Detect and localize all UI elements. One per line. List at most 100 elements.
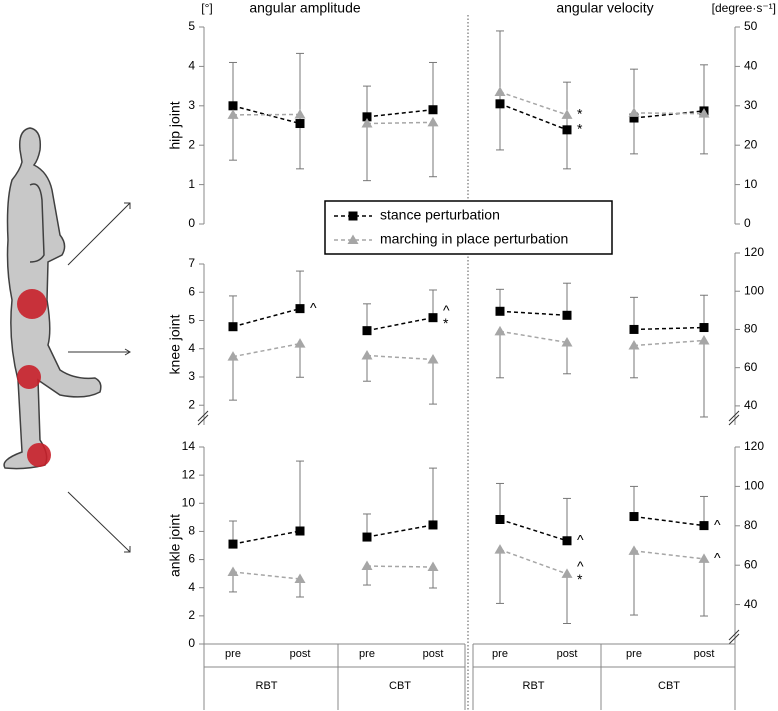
y-tick-label: 5 [188,19,195,33]
series-line [633,515,705,527]
marker-triangle [494,86,506,97]
series-line [366,108,434,118]
y-tick-label: 5 [188,313,195,327]
marker-triangle [698,553,710,563]
y-tick-label: 3 [188,369,195,383]
legend-box [324,200,613,255]
y-tick-label: 100 [744,479,764,493]
annotation: ^ [714,516,721,532]
y-tick-label: 14 [182,439,196,453]
y-tick-label: 20 [744,137,758,151]
marker-triangle [294,108,306,119]
y-tick-label: 4 [188,59,195,73]
series-line [366,354,434,361]
y-tick-label: 10 [182,495,196,509]
x-tick-label: post [694,648,715,660]
y-tick-label: 6 [188,552,195,566]
marker-triangle [347,234,359,244]
marker-square [228,539,238,549]
legend-label: marching in place perturbation [380,231,568,247]
marker-triangle [698,335,710,345]
x-tick-label: pre [225,648,241,660]
marker-square [562,125,572,135]
marker-triangle [698,108,710,118]
marker-square [228,101,238,111]
marker-triangle [427,116,439,127]
y-tick-label: 2 [188,608,195,622]
annotation: * [443,315,449,331]
group-label: CBT [658,680,680,692]
annotation: ^ [577,558,584,574]
y-tick-label: 80 [744,518,758,532]
x-tick-label: post [557,648,578,660]
x-tick-label: pre [492,648,508,660]
series-line [633,339,705,347]
x-tick-label: pre [359,648,375,660]
marker-square [362,532,372,542]
marker-triangle [561,568,573,578]
annotation: * [577,121,583,137]
y-tick-label: 10 [744,177,758,191]
marker-square [348,211,358,221]
y-tick-label: 8 [188,524,195,538]
marker-square [562,310,572,320]
series-line [232,571,301,580]
marker-triangle [628,545,640,555]
arrow [68,348,131,356]
marker-square [629,324,639,334]
y-tick-label: 40 [744,398,758,412]
series-line [499,103,568,131]
group-label: RBT [523,680,545,692]
y-tick-label: 2 [188,397,195,411]
series-line [499,548,568,575]
y-tick-label: 4 [188,580,195,594]
marker-square [495,99,505,109]
marker-square [295,119,305,129]
y-tick-label: 7 [188,256,195,270]
series-line [366,316,434,332]
axis-break [197,414,209,426]
marker-square [295,526,305,536]
marker-triangle [628,107,640,117]
y-tick-label: 0 [744,216,751,230]
ankle-marker [27,443,51,467]
marker-square [699,323,709,333]
group-label: RBT [256,680,278,692]
y-tick-label: 30 [744,98,758,112]
series-line [499,518,568,542]
series-line [366,565,434,568]
axis-break [728,629,740,641]
annotation: ^ [443,302,450,318]
arm [29,183,45,263]
marker-triangle [494,544,506,554]
marker-square [495,306,505,316]
marker-triangle [494,325,506,336]
y-tick-label: 50 [744,19,758,33]
series-line [633,112,705,115]
row-label: hip joint [167,101,183,149]
unit-label: [°] [201,1,212,15]
arrow [67,202,131,266]
series-line [232,342,301,358]
annotation: * [577,106,583,122]
y-tick-label: 6 [188,284,195,298]
y-tick-label: 4 [188,341,195,355]
marker-square [362,326,372,336]
marker-triangle [361,118,373,128]
group-label: CBT [389,680,411,692]
marker-triangle [227,566,239,576]
series-line [366,524,434,538]
knee-marker [17,365,41,389]
axis-break [728,414,740,426]
y-tick-label: 120 [744,245,764,259]
annotation: ^ [714,550,721,566]
series-line [499,330,568,344]
y-tick-label: 1 [188,177,195,191]
x-tick-label: pre [626,648,642,660]
marker-triangle [294,338,306,348]
column-title: angular amplitude [249,0,361,16]
row-label: knee joint [167,314,183,374]
series-line [499,91,568,116]
y-tick-label: 40 [744,59,758,73]
